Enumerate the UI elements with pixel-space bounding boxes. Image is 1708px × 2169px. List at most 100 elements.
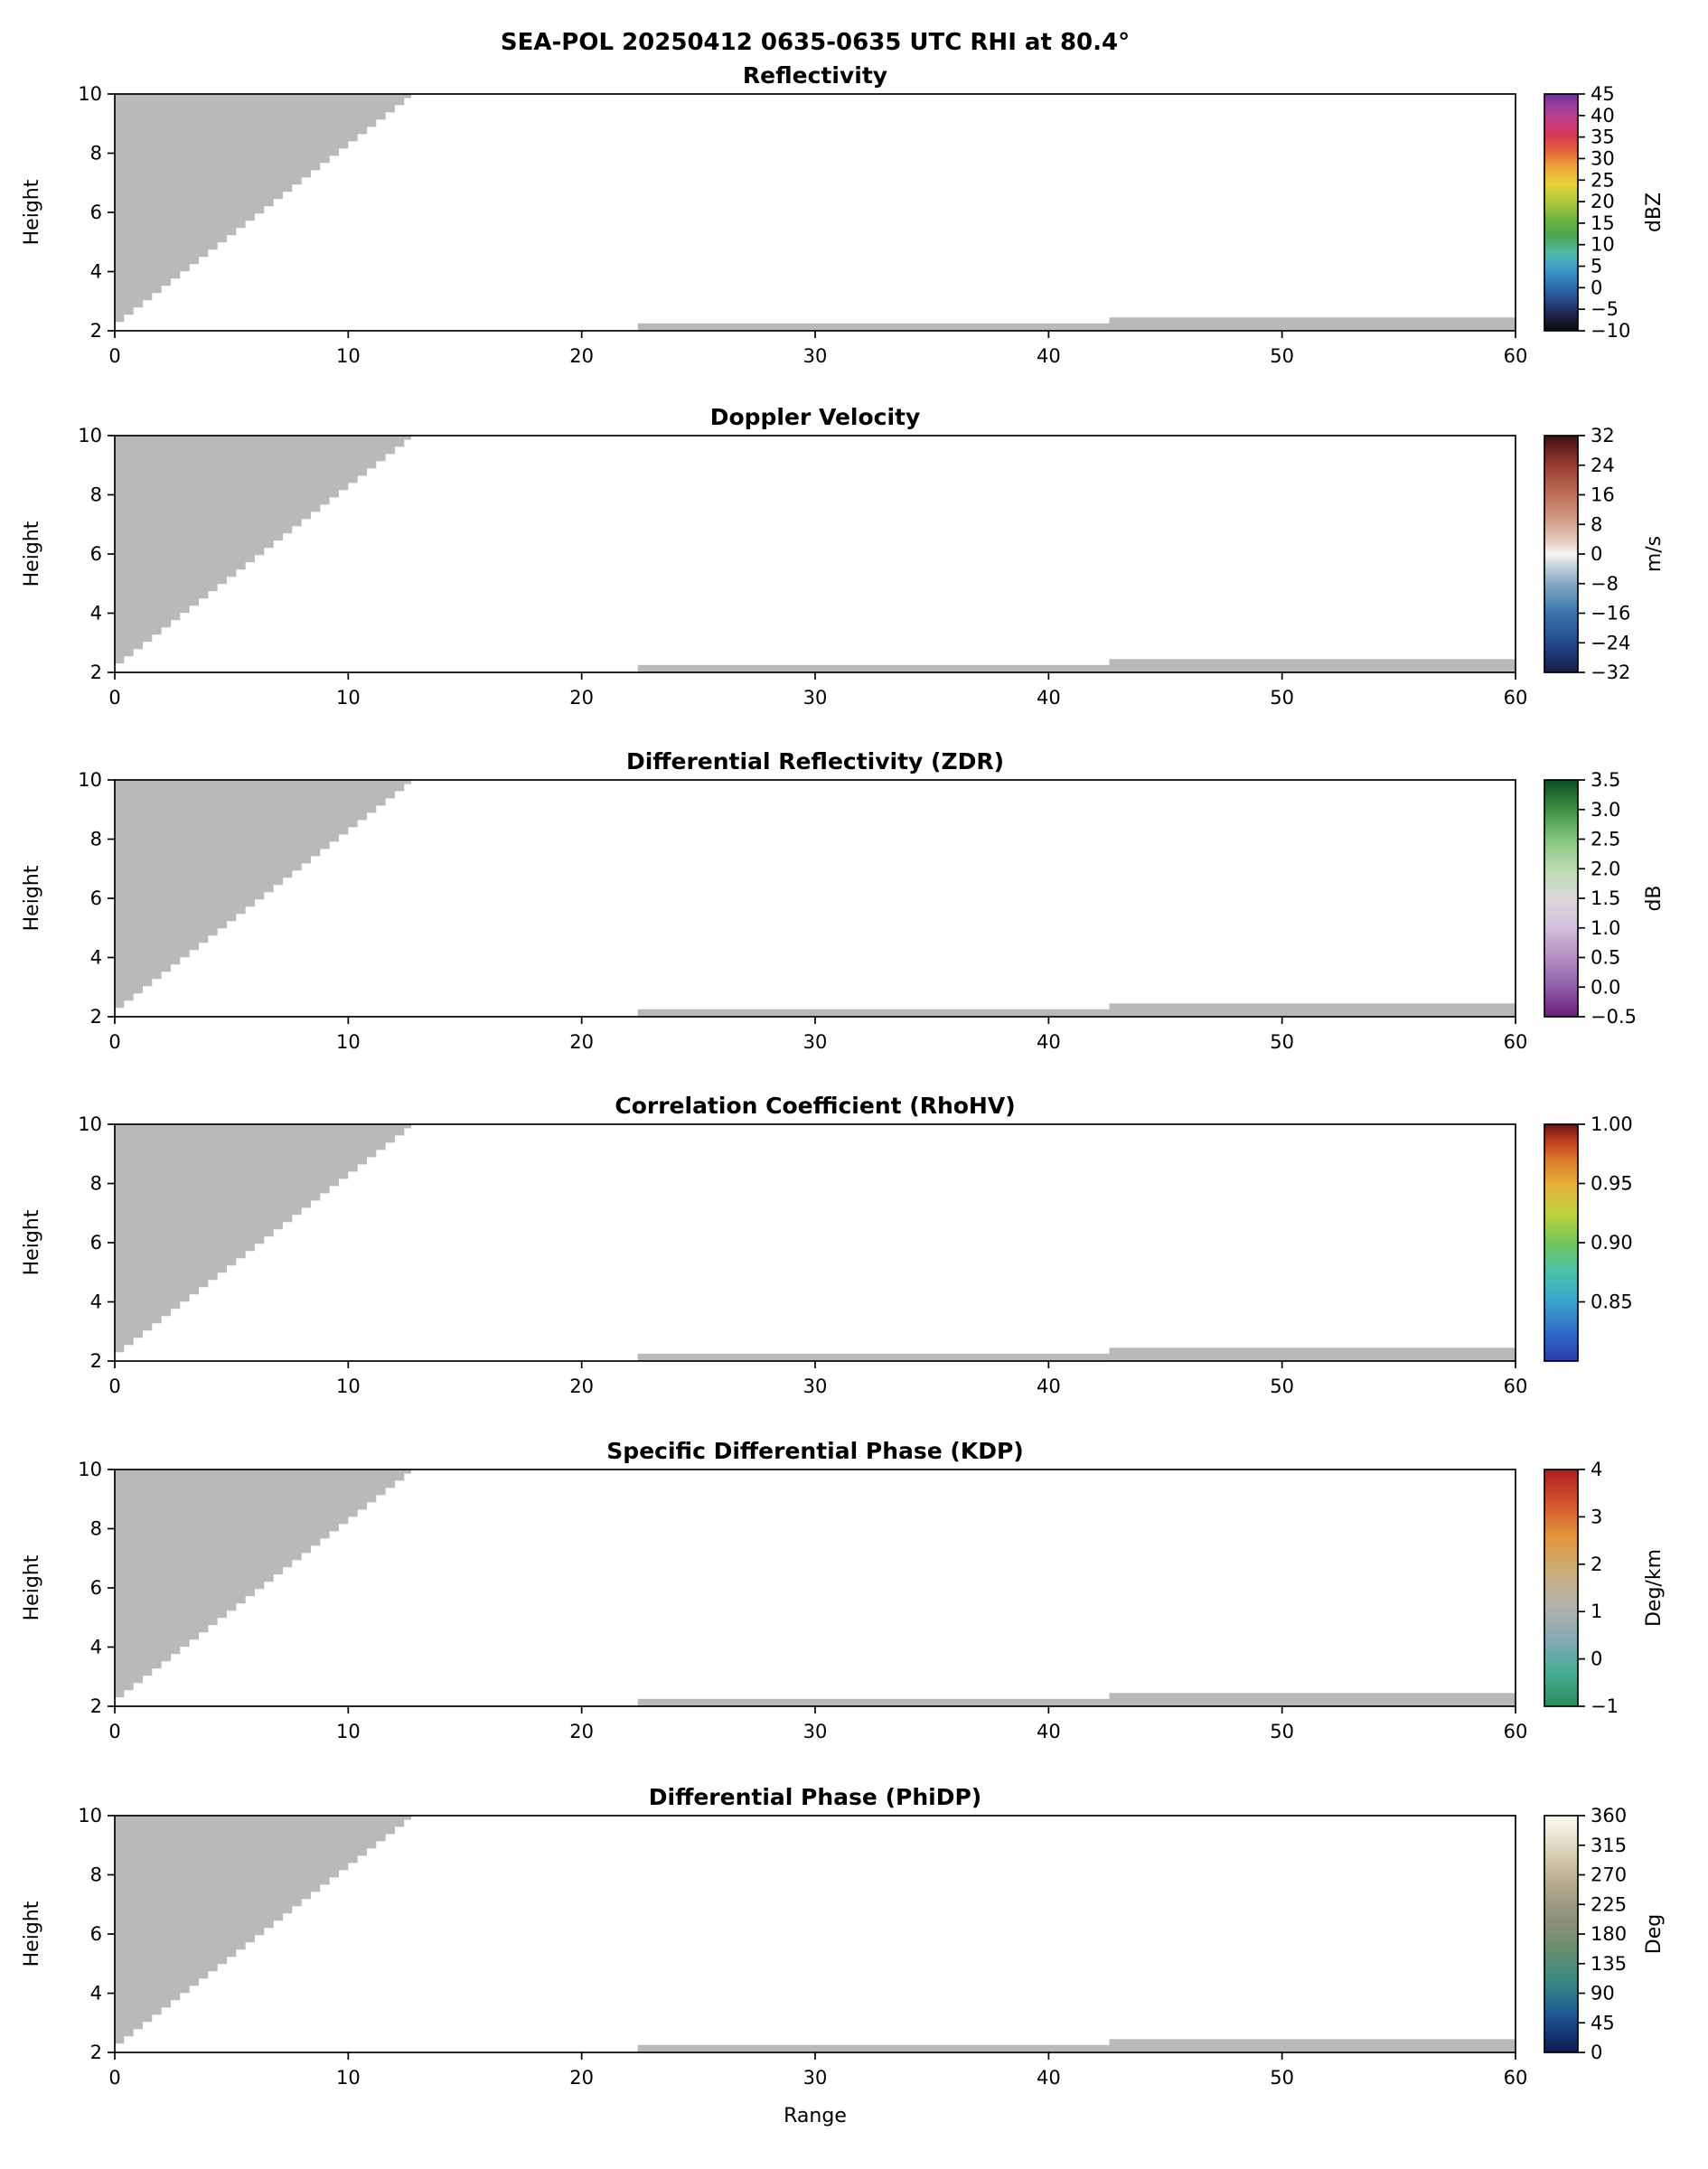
colorbar-tick-label: 8	[1591, 513, 1602, 535]
colorbar-tick-label: 135	[1591, 1953, 1627, 1975]
y-axis-label: Height	[21, 1901, 43, 1967]
y-tick-label: 8	[90, 143, 102, 164]
x-tick-label: 10	[336, 687, 361, 709]
x-tick-label: 0	[108, 1721, 120, 1742]
colorbar-tick-label: 0.85	[1591, 1291, 1633, 1313]
x-tick-label: 20	[569, 1721, 594, 1742]
y-tick-label: 10	[78, 1113, 102, 1135]
colorbar-tick-label: 30	[1591, 147, 1615, 169]
y-tick-label: 4	[90, 603, 102, 624]
mask-strip	[1109, 1693, 1516, 1706]
y-axis-label: Height	[21, 179, 43, 245]
colorbar-tick-label: 35	[1591, 127, 1615, 148]
colorbar-unit-label: Deg	[1643, 1914, 1666, 1954]
y-tick-label: 10	[78, 83, 102, 105]
panel-title: Specific Differential Phase (KDP)	[606, 1438, 1023, 1464]
x-tick-label: 60	[1504, 345, 1528, 367]
panel-phidp: 0 10 20 30 40 50 60 10 8 6 4 2 Height Differential Ph…	[21, 1784, 1666, 2127]
x-tick-label: 40	[1037, 687, 1061, 709]
x-tick-label: 20	[569, 1031, 594, 1053]
y-tick-label: 10	[78, 1459, 102, 1480]
y-tick-label: 2	[90, 1006, 102, 1028]
colorbar-tick-label: 0	[1591, 277, 1602, 298]
colorbar-tick-label: 3.0	[1591, 799, 1620, 821]
panel-title: Differential Reflectivity (ZDR)	[626, 748, 1004, 775]
x-tick-label: 30	[803, 1721, 828, 1742]
panel-zdr: 0 10 20 30 40 50 60 10 8 6 4 2 Height Differential Re…	[21, 748, 1666, 1053]
mask-strip	[1109, 1003, 1516, 1017]
mask-strip	[1109, 1347, 1516, 1361]
colorbar-unit-label: m/s	[1643, 536, 1666, 572]
y-tick-label: 10	[78, 1805, 102, 1826]
colorbar	[1544, 779, 1579, 1018]
colorbar-tick-label: 1.5	[1591, 887, 1620, 909]
colorbar-tick-label: 32	[1591, 425, 1615, 446]
y-tick-label: 8	[90, 1864, 102, 1886]
colorbar-tick-label: −32	[1591, 662, 1630, 683]
colorbar-tick-label: −10	[1591, 320, 1630, 342]
x-tick-label: 50	[1270, 2067, 1294, 2089]
y-tick-label: 8	[90, 484, 102, 506]
y-tick-label: 2	[90, 1350, 102, 1372]
colorbar	[1544, 93, 1579, 332]
colorbar-tick-label: 0.90	[1591, 1232, 1633, 1254]
y-tick-label: 8	[90, 829, 102, 850]
colorbar-tick-label: 1	[1591, 1601, 1602, 1622]
x-tick-label: 10	[336, 345, 361, 367]
mask-wedge	[115, 1816, 412, 2044]
x-tick-label: 50	[1270, 1376, 1294, 1397]
x-tick-label: 20	[569, 1376, 594, 1397]
mask-strip	[637, 1009, 1110, 1017]
colorbar-tick-label: 5	[1591, 256, 1602, 277]
y-tick-label: 10	[78, 425, 102, 446]
mask-strip	[637, 2044, 1110, 2052]
y-tick-label: 6	[90, 202, 102, 223]
x-tick-label: 20	[569, 345, 594, 367]
colorbar-unit-label: dBZ	[1643, 192, 1666, 232]
colorbar-tick-label: 3.5	[1591, 769, 1620, 791]
x-tick-label: 30	[803, 687, 828, 709]
y-tick-label: 4	[90, 261, 102, 283]
y-tick-label: 6	[90, 887, 102, 909]
x-tick-label: 0	[108, 1031, 120, 1053]
x-tick-label: 10	[336, 2067, 361, 2089]
colorbar-tick-label: 16	[1591, 484, 1615, 506]
x-tick-label: 50	[1270, 1031, 1294, 1053]
colorbar	[1544, 1123, 1579, 1362]
colorbar-tick-label: −5	[1591, 298, 1619, 320]
x-tick-label: 60	[1504, 687, 1528, 709]
colorbar	[1544, 435, 1579, 673]
colorbar-tick-label: 270	[1591, 1864, 1627, 1886]
colorbar-tick-label: −24	[1591, 632, 1630, 653]
x-tick-label: 50	[1270, 1721, 1294, 1742]
mask-strip	[1109, 2039, 1516, 2052]
colorbar-tick-label: −0.5	[1591, 1006, 1637, 1028]
x-tick-label: 40	[1037, 1031, 1061, 1053]
panel-title: Differential Phase (PhiDP)	[649, 1784, 981, 1810]
y-axis-label: Height	[21, 865, 43, 931]
x-tick-label: 60	[1504, 2067, 1528, 2089]
mask-wedge	[115, 780, 412, 1009]
y-tick-label: 2	[90, 2042, 102, 2063]
colorbar-tick-label: 2.5	[1591, 829, 1620, 850]
colorbar-tick-label: 20	[1591, 191, 1615, 212]
colorbar	[1544, 1469, 1579, 1707]
y-tick-label: 4	[90, 1983, 102, 2005]
y-tick-label: 4	[90, 1637, 102, 1658]
panel-title: Doppler Velocity	[710, 404, 921, 430]
colorbar-tick-label: 24	[1591, 455, 1615, 476]
colorbar-unit-label: Deg/km	[1643, 1549, 1666, 1627]
mask-strip	[637, 1353, 1110, 1361]
colorbar-tick-label: 1.0	[1591, 917, 1620, 939]
colorbar-tick-label: 3	[1591, 1506, 1602, 1527]
y-tick-label: 6	[90, 543, 102, 565]
colorbar-tick-label: 2	[1591, 1554, 1602, 1575]
x-tick-label: 40	[1037, 2067, 1061, 2089]
x-tick-label: 50	[1270, 345, 1294, 367]
panel-title: Correlation Coefficient (RhoHV)	[615, 1093, 1015, 1119]
colorbar-tick-label: 15	[1591, 212, 1615, 234]
x-tick-label: 30	[803, 1031, 828, 1053]
mask-wedge	[115, 94, 412, 323]
